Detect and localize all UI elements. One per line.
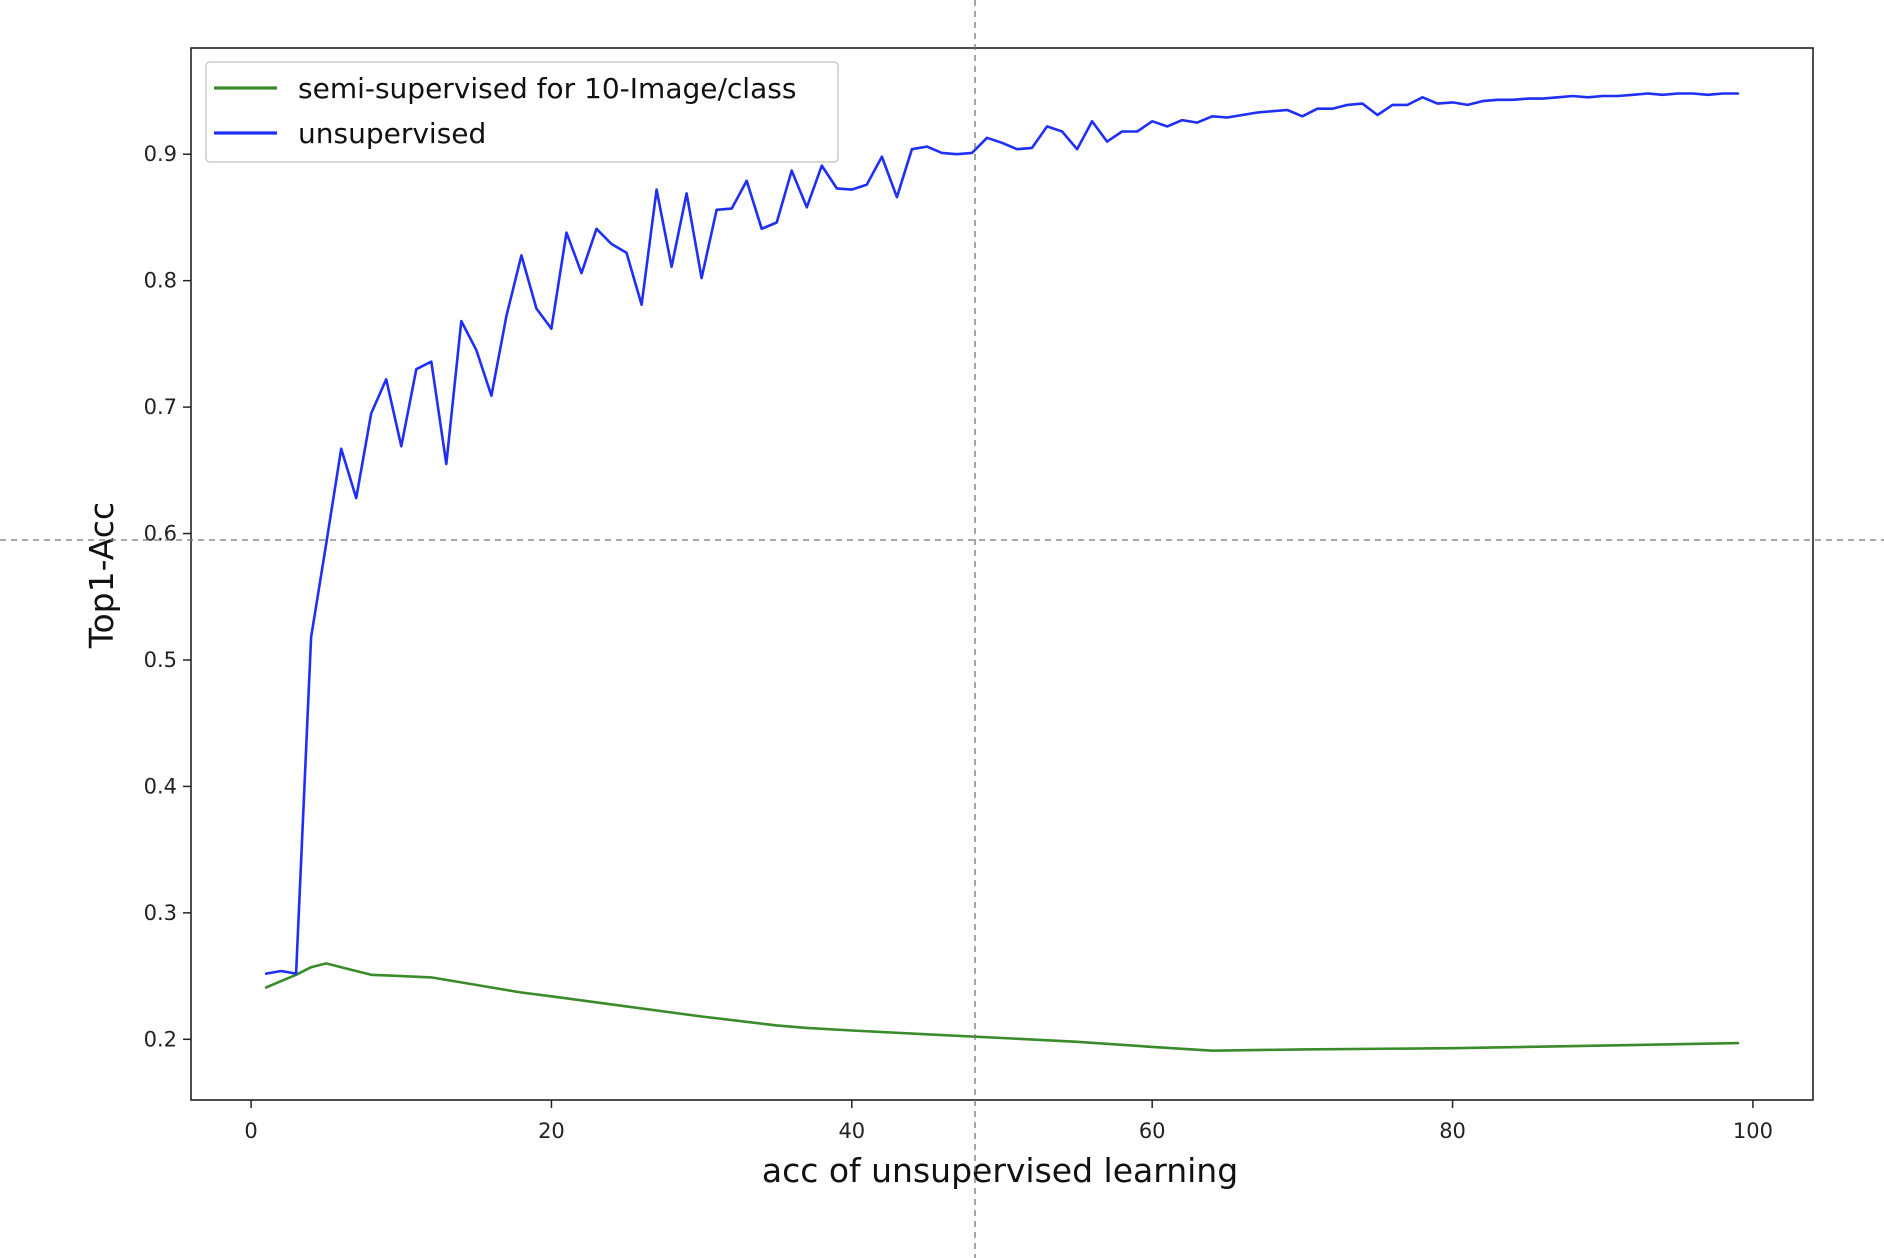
y-tick-label: 0.7: [144, 395, 177, 419]
x-tick-label: 0: [244, 1119, 257, 1143]
legend-label-semi-supervised: semi-supervised for 10-Image/class: [298, 72, 796, 105]
y-tick-label: 0.4: [144, 774, 177, 798]
series-line-unsupervised: [264, 92, 1740, 975]
y-tick-label: 0.2: [144, 1027, 177, 1051]
y-tick-label: 0.6: [144, 522, 177, 546]
x-tick-label: 100: [1733, 1119, 1773, 1143]
series-layer: [264, 92, 1740, 1052]
y-tick-label: 0.5: [144, 648, 177, 672]
plot-area: [190, 47, 1814, 1101]
legend: semi-supervised for 10-Image/class unsup…: [205, 61, 839, 163]
x-tick-label: 40: [838, 1119, 865, 1143]
x-axis-ticks: 0 20 40 60 80 100: [244, 1100, 1773, 1143]
y-tick-label: 0.8: [144, 269, 177, 293]
x-tick-label: 60: [1139, 1119, 1166, 1143]
y-axis-title: Top1-Acc: [82, 502, 121, 649]
legend-box: [205, 61, 839, 163]
y-tick-label: 0.9: [144, 142, 177, 166]
x-tick-label: 80: [1439, 1119, 1466, 1143]
x-tick-label: 20: [538, 1119, 565, 1143]
y-axis-ticks: 0.2 0.3 0.4 0.5 0.6 0.7 0.8 0.9: [144, 142, 191, 1051]
plot-frame: [190, 47, 1814, 1101]
x-axis-title: acc of unsupervised learning: [762, 1151, 1238, 1190]
y-tick-label: 0.3: [144, 901, 177, 925]
series-line-semi-supervised: [264, 962, 1740, 1052]
legend-label-unsupervised: unsupervised: [298, 117, 486, 150]
